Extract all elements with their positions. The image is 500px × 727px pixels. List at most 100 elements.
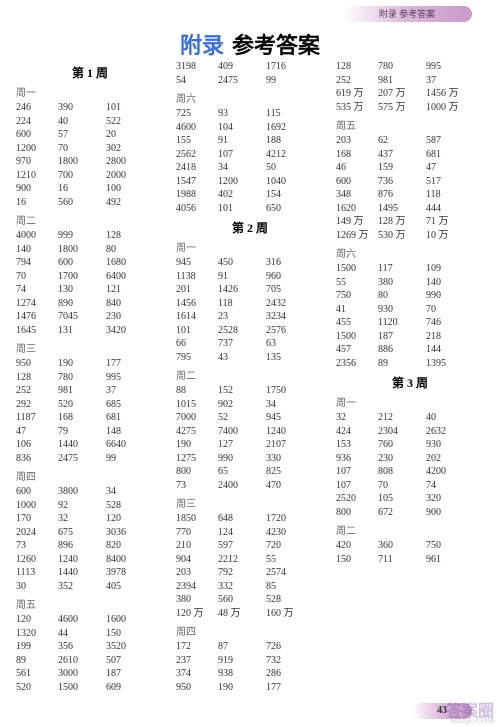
answer-row: 90016100	[16, 182, 164, 196]
cell: 600	[16, 128, 58, 142]
cell: 919	[218, 654, 266, 668]
cell: 902	[218, 398, 266, 412]
cell: 120 万	[176, 607, 218, 621]
day-heading: 周二	[16, 212, 164, 227]
answer-row: 14767045230	[16, 310, 164, 324]
cell: 80	[378, 289, 426, 303]
answer-row: 881521750	[176, 384, 324, 398]
cell: 187	[378, 330, 426, 344]
cell: 128 万	[378, 215, 426, 229]
cell: 152	[218, 384, 266, 398]
cell: 1700	[58, 270, 106, 284]
answer-row: 1500117109	[336, 262, 484, 276]
cell: 80	[106, 243, 164, 257]
cell: 528	[266, 593, 324, 607]
answer-row: 4615947	[336, 161, 484, 175]
cell: 560	[58, 196, 106, 210]
answer-row: 945450316	[176, 256, 324, 270]
answer-row: 154712001040	[176, 175, 324, 189]
answer-row: 6673763	[176, 337, 324, 351]
answer-row: 17032120	[16, 512, 164, 526]
cell: 154	[266, 188, 324, 202]
cell: 945	[266, 411, 324, 425]
cell: 4000	[16, 229, 58, 243]
cell: 188	[266, 134, 324, 148]
cell: 330	[266, 452, 324, 466]
cell: 737	[218, 337, 266, 351]
answer-row: 128780995	[16, 371, 164, 385]
cell: 4200	[426, 465, 484, 479]
cell: 1200	[16, 142, 58, 156]
answer-row: 1078084200	[336, 465, 484, 479]
cell: 16	[58, 182, 106, 196]
cell: 685	[106, 398, 164, 412]
cell: 936	[336, 452, 378, 466]
cell: 1547	[176, 175, 218, 189]
answer-row: 101590234	[176, 398, 324, 412]
day-heading: 周二	[336, 522, 484, 537]
cell: 20	[106, 128, 164, 142]
cell: 4600	[176, 121, 218, 135]
cell: 140	[16, 243, 58, 257]
cell: 2800	[106, 155, 164, 169]
cell: 780	[58, 371, 106, 385]
answer-row: 4056101650	[176, 202, 324, 216]
cell: 118	[218, 297, 266, 311]
cell: 999	[58, 229, 106, 243]
cell: 352	[58, 580, 106, 594]
day-heading: 周六	[336, 245, 484, 260]
answer-row: 1993563520	[16, 640, 164, 654]
answer-row: 600736517	[336, 175, 484, 189]
cell: 650	[266, 202, 324, 216]
cell: 172	[176, 640, 218, 654]
cell: 3420	[106, 324, 164, 338]
cell: 675	[58, 526, 106, 540]
cell: 6400	[106, 270, 164, 284]
cell: 199	[16, 640, 58, 654]
cell: 1260	[16, 553, 58, 567]
cell: 106	[16, 438, 58, 452]
cell: 170	[16, 512, 58, 526]
cell: 528	[106, 499, 164, 513]
cell: 135	[266, 351, 324, 365]
cell: 2574	[266, 566, 324, 580]
cell: 85	[266, 580, 324, 594]
answer-row: 7701244230	[176, 526, 324, 540]
cell: 1500	[58, 681, 106, 695]
cell: 587	[426, 134, 484, 148]
cell: 2024	[16, 526, 58, 540]
cell: 150	[336, 553, 378, 567]
cell: 2475	[218, 74, 266, 88]
cell: 424	[336, 425, 378, 439]
cell: 212	[378, 411, 426, 425]
cell: 725	[176, 107, 218, 121]
cell: 155	[176, 134, 218, 148]
cell: 609	[106, 681, 164, 695]
cell: 23	[218, 310, 266, 324]
cell: 726	[266, 640, 324, 654]
cell: 74	[16, 283, 58, 297]
cell: 1476	[16, 310, 58, 324]
cell: 87	[218, 640, 266, 654]
cell: 597	[218, 539, 266, 553]
cell: 57	[58, 128, 106, 142]
cell: 47	[426, 161, 484, 175]
day-heading: 周五	[336, 117, 484, 132]
answer-row: 700052945	[176, 411, 324, 425]
cell: 230	[106, 310, 164, 324]
cell: 150	[106, 627, 164, 641]
cell: 2212	[218, 553, 266, 567]
cell: 91	[218, 134, 266, 148]
cell: 34	[106, 485, 164, 499]
answer-row: 153760930	[336, 438, 484, 452]
cell: 374	[176, 667, 218, 681]
cell: 995	[426, 60, 484, 74]
cell: 66	[176, 337, 218, 351]
cell: 128	[16, 371, 58, 385]
answer-row: 150711961	[336, 553, 484, 567]
cell: 792	[218, 566, 266, 580]
cell: 836	[16, 452, 58, 466]
cell: 153	[336, 438, 378, 452]
cell: 517	[426, 175, 484, 189]
answer-row: 128780995	[336, 60, 484, 74]
